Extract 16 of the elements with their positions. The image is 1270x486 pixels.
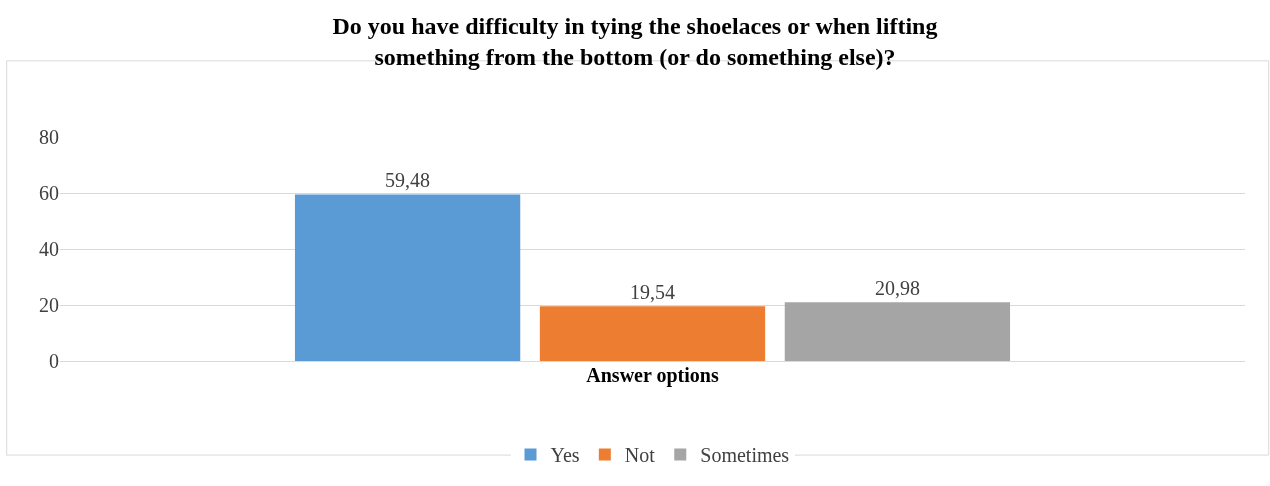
y-tick-label: 0 — [49, 350, 59, 372]
y-tick-label: 60 — [39, 182, 59, 204]
data-label: 19,54 — [630, 281, 675, 304]
x-tick-label: Answer options — [586, 364, 719, 387]
bar — [539, 306, 766, 361]
y-tick-label: 20 — [39, 294, 59, 316]
bar — [294, 194, 521, 361]
data-label: 20,98 — [874, 277, 920, 300]
y-tick-label: 40 — [39, 238, 59, 260]
data-label: 59,48 — [385, 169, 431, 192]
chart-title: Do you have difficulty in tying the shoelaces or when lifting something from the bottom (or do something else)? — [332, 13, 938, 71]
legend-label: Yes — [550, 444, 580, 467]
legend-label: Sometimes — [700, 444, 790, 467]
y-tick-label: 80 — [39, 126, 59, 148]
bar — [784, 302, 1011, 361]
legend-label: Not — [624, 444, 656, 467]
